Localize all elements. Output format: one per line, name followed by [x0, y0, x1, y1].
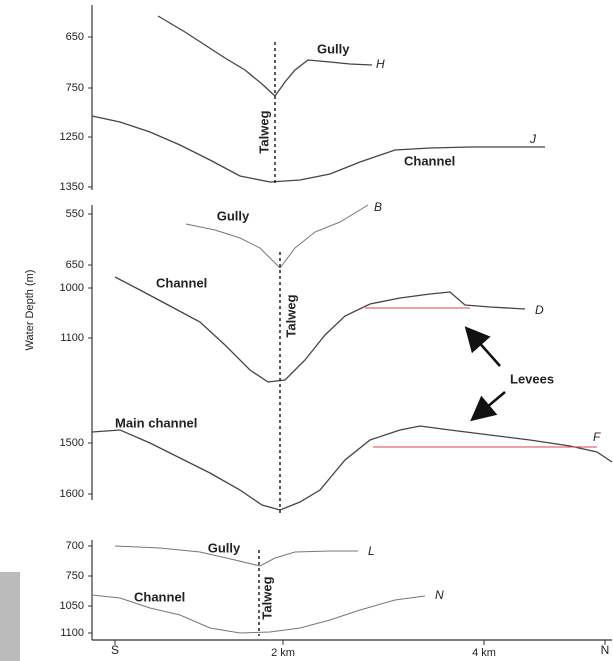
tick: 1100 [60, 627, 84, 639]
x-label: S [111, 643, 119, 657]
tick: 1100 [60, 332, 84, 344]
label: Talweg [256, 110, 271, 153]
x-label: 2 km [271, 647, 295, 659]
tick: 1250 [60, 131, 84, 143]
x-label: N [601, 643, 610, 657]
label: Levees [510, 371, 554, 386]
tick: 1050 [60, 600, 84, 612]
label: Talweg [283, 294, 298, 337]
tick: 700 [66, 540, 84, 552]
label: D [535, 303, 544, 317]
tick: 650 [66, 31, 84, 43]
panel-1: Gully H Talweg J Channel [92, 16, 545, 186]
tick: 550 [66, 208, 84, 220]
photo-fragment [0, 572, 20, 661]
tick: 750 [66, 82, 84, 94]
label: L [368, 544, 375, 558]
label: Talweg [259, 576, 274, 619]
tick: 1500 [60, 437, 84, 449]
label: Main channel [115, 415, 197, 430]
label: N [435, 588, 444, 602]
label: Gully [217, 208, 250, 223]
tick: 650 [66, 259, 84, 271]
label: Channel [156, 275, 207, 290]
label: Channel [404, 153, 455, 168]
tick: 1000 [60, 282, 84, 294]
label: F [593, 430, 601, 444]
tick: 750 [66, 570, 84, 582]
label: Gully [317, 41, 350, 56]
panel-3: Gully L Channel Talweg N [92, 540, 444, 636]
y-axis-label: Water Depth (m) [24, 270, 36, 351]
x-label: 4 km [472, 647, 496, 659]
figure: 650 750 1250 1350 550 650 1000 1100 1500… [0, 0, 613, 661]
label: Gully [208, 540, 241, 555]
label: H [376, 57, 385, 71]
label: Channel [134, 589, 185, 604]
tick: 1600 [60, 488, 84, 500]
label: B [374, 200, 382, 214]
label: J [529, 132, 537, 146]
tick: 1350 [60, 181, 84, 193]
panel-2: Gully B Channel Talweg D Levees Main cha… [92, 200, 612, 514]
